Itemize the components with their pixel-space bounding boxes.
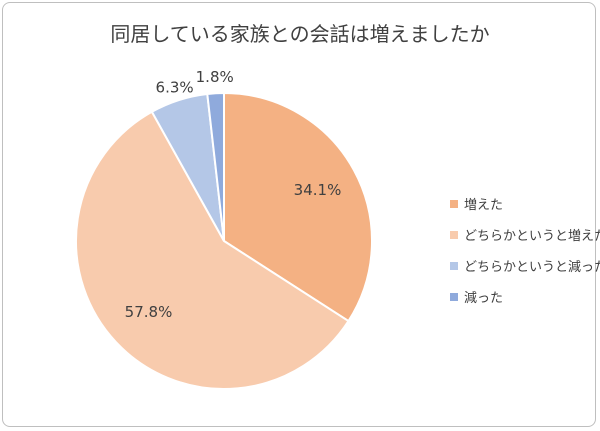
legend-item-somewhat-increased: どちらかというと増えた bbox=[450, 219, 600, 250]
legend: 増えた どちらかというと増えた どちらかというと減った 減った bbox=[450, 188, 600, 312]
legend-item-increased: 増えた bbox=[450, 188, 600, 219]
legend-label: どちらかというと減った bbox=[464, 260, 600, 275]
slice-decreased bbox=[206, 91, 225, 242]
pie-value-labels: 34.1% 57.8% 6.3%1.8% bbox=[125, 68, 342, 321]
chart-title: 同居している家族との会話は増えましたか bbox=[110, 22, 490, 46]
legend-item-decreased: 減った bbox=[450, 281, 600, 312]
legend-item-somewhat-decreased: どちらかというと減った bbox=[450, 250, 600, 281]
value-label-increased: 34.1% bbox=[294, 181, 342, 199]
legend-swatch bbox=[450, 230, 458, 239]
legend-swatch bbox=[450, 199, 458, 208]
value-label-somewhat-increased: 57.8% bbox=[125, 303, 173, 321]
slice-somewhat-increased bbox=[75, 110, 350, 390]
pie-slices bbox=[75, 91, 373, 390]
value-label-decreased: 1.8% bbox=[196, 68, 234, 86]
legend-label: 減った bbox=[464, 291, 504, 306]
legend-swatch bbox=[450, 261, 458, 270]
legend-swatch bbox=[450, 292, 458, 301]
value-label-somewhat-decreased: 6.3% bbox=[156, 78, 194, 96]
legend-label: 増えた bbox=[464, 198, 504, 213]
legend-label: どちらかというと増えた bbox=[464, 229, 600, 244]
